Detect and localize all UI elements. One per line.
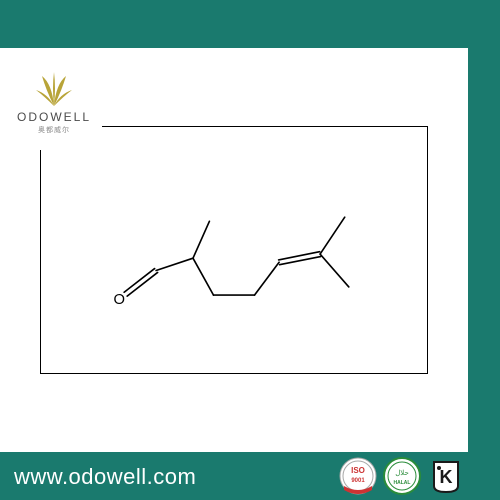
- certification-badges: ISO 9001 حلال HALAL K: [338, 456, 466, 496]
- leaf-right: [54, 76, 66, 106]
- svg-text:K: K: [440, 467, 453, 487]
- logo-wordmark: ODOWELL: [17, 110, 91, 124]
- content-area: ODOWELL 奥都威尔 O: [0, 48, 468, 452]
- website-url: www.odowell.com: [14, 464, 196, 490]
- svg-text:حلال: حلال: [395, 469, 409, 477]
- brand-logo: ODOWELL 奥都威尔: [6, 54, 102, 150]
- iso-badge-icon: ISO 9001: [338, 456, 378, 496]
- chemical-structure-frame: O: [40, 126, 428, 374]
- svg-text:9001: 9001: [351, 478, 365, 484]
- chemical-structure-diagram: O: [41, 127, 427, 373]
- right-border: [468, 0, 500, 500]
- halal-badge-icon: حلال HALAL: [382, 456, 422, 496]
- top-border: [0, 0, 500, 48]
- leaf-left: [42, 76, 54, 106]
- logo-leaf-icon: [32, 70, 76, 108]
- svg-text:HALAL: HALAL: [394, 480, 411, 486]
- kosher-badge-icon: K: [426, 456, 466, 496]
- logo-subtext: 奥都威尔: [38, 125, 70, 135]
- svg-text:O: O: [113, 292, 124, 308]
- svg-text:ISO: ISO: [351, 466, 365, 475]
